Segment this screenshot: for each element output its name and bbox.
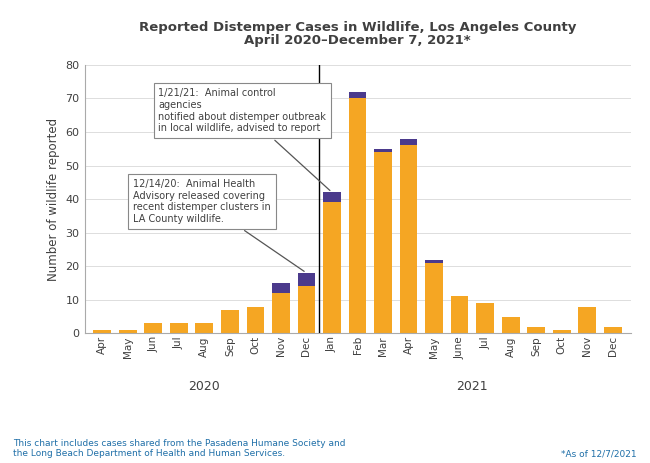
- Bar: [348, 92, 367, 98]
- Bar: [298, 286, 315, 333]
- Text: 2020: 2020: [188, 380, 220, 394]
- Bar: [425, 263, 443, 333]
- Bar: [527, 326, 545, 333]
- Text: *As of 12/7/2021: *As of 12/7/2021: [562, 450, 637, 458]
- Bar: [348, 98, 367, 333]
- Text: This chart includes cases shared from the Pasadena Humane Society and
the Long B: This chart includes cases shared from th…: [13, 439, 346, 458]
- Bar: [425, 259, 443, 263]
- Text: April 2020–December 7, 2021*: April 2020–December 7, 2021*: [244, 34, 471, 47]
- Bar: [196, 323, 213, 333]
- Bar: [272, 283, 290, 293]
- Bar: [144, 323, 162, 333]
- Bar: [476, 303, 494, 333]
- Bar: [374, 152, 392, 333]
- Bar: [298, 273, 315, 286]
- Bar: [94, 330, 111, 333]
- Bar: [502, 317, 519, 333]
- Bar: [170, 323, 188, 333]
- Text: 2021: 2021: [456, 380, 488, 394]
- Text: Reported Distemper Cases in Wildlife, Los Angeles County: Reported Distemper Cases in Wildlife, Lo…: [139, 21, 576, 34]
- Bar: [246, 307, 265, 333]
- Bar: [552, 330, 571, 333]
- Bar: [119, 330, 136, 333]
- Text: 12/14/20:  Animal Health
Advisory released covering
recent distemper clusters in: 12/14/20: Animal Health Advisory release…: [133, 179, 304, 271]
- Bar: [578, 307, 596, 333]
- Text: 1/21/21:  Animal control
agencies
notified about distemper outbreak
in local wil: 1/21/21: Animal control agencies notifie…: [159, 88, 330, 190]
- Bar: [323, 202, 341, 333]
- Bar: [272, 293, 290, 333]
- Y-axis label: Number of wildlife reported: Number of wildlife reported: [47, 118, 60, 281]
- Bar: [400, 138, 417, 145]
- Bar: [374, 149, 392, 152]
- Bar: [450, 296, 469, 333]
- Bar: [323, 192, 341, 202]
- Bar: [400, 145, 417, 333]
- Bar: [221, 310, 239, 333]
- Bar: [604, 326, 621, 333]
